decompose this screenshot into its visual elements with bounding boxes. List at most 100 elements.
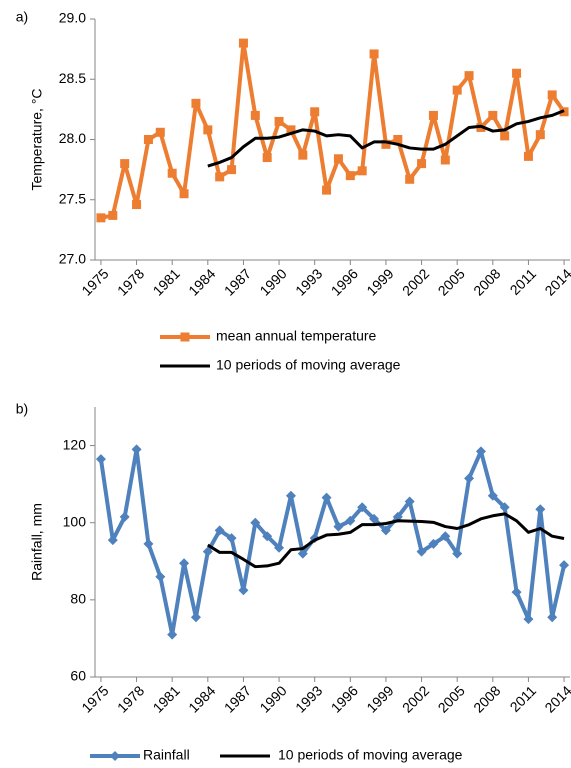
data-point xyxy=(167,168,177,178)
y-tick-label: 28.0 xyxy=(59,130,86,146)
series-line xyxy=(207,109,565,168)
x-tick-label: 1990 xyxy=(256,265,289,298)
data-point xyxy=(167,629,178,640)
x-tick-label: 1996 xyxy=(328,682,361,715)
data-point xyxy=(95,454,106,465)
x-tick-label: 2011 xyxy=(507,682,540,715)
data-point xyxy=(535,130,545,140)
data-point xyxy=(499,502,510,513)
x-tick-label: 1996 xyxy=(328,265,361,298)
data-point xyxy=(179,558,190,569)
data-point xyxy=(203,125,213,135)
y-tick-label: 27.0 xyxy=(59,251,86,267)
y-axis-label: Temperature, °C xyxy=(29,88,45,190)
data-point xyxy=(417,159,427,169)
data-point xyxy=(405,174,415,184)
data-point xyxy=(393,135,403,144)
x-tick-label: 2005 xyxy=(435,682,468,715)
legend-marker xyxy=(110,751,120,761)
data-point xyxy=(428,110,438,120)
data-point xyxy=(464,71,474,81)
data-point xyxy=(523,151,533,161)
data-point xyxy=(559,560,570,571)
data-point xyxy=(119,511,130,522)
data-point xyxy=(333,154,343,164)
data-point xyxy=(298,150,308,160)
data-point xyxy=(487,490,498,501)
data-point xyxy=(547,90,557,100)
x-tick-label: 1978 xyxy=(114,265,147,298)
data-point xyxy=(132,200,142,210)
y-tick-label: 28.5 xyxy=(59,70,86,86)
data-point xyxy=(452,85,462,95)
data-point xyxy=(452,548,463,559)
y-tick-label: 120 xyxy=(63,436,87,452)
x-tick-label: 2008 xyxy=(470,682,503,715)
x-tick-label: 1993 xyxy=(292,682,325,715)
data-point xyxy=(535,504,546,515)
data-point xyxy=(250,110,260,120)
x-tick-label: 1978 xyxy=(114,682,147,715)
data-point xyxy=(357,502,368,513)
data-point xyxy=(143,135,153,144)
x-tick-label: 2002 xyxy=(399,682,432,715)
x-tick-label: 1987 xyxy=(221,265,254,298)
legend-label: Rainfall xyxy=(143,747,190,763)
x-tick-label: 2014 xyxy=(541,265,571,298)
legend-marker xyxy=(180,332,190,342)
data-point xyxy=(369,513,380,524)
data-point xyxy=(369,49,379,59)
data-point xyxy=(286,125,296,135)
data-point xyxy=(191,98,201,108)
x-tick-label: 2005 xyxy=(435,265,468,298)
x-tick-label: 1981 xyxy=(150,682,183,715)
series-line xyxy=(100,41,566,220)
data-point xyxy=(155,571,166,582)
x-tick-label: 1984 xyxy=(185,265,218,298)
data-point xyxy=(190,612,201,623)
y-axis-label: Rainfall, mm xyxy=(29,503,45,581)
data-point xyxy=(238,38,248,48)
data-point xyxy=(120,159,130,169)
data-point xyxy=(428,538,439,549)
data-point xyxy=(357,166,367,176)
x-tick-label: 1999 xyxy=(363,265,396,298)
x-tick-label: 1975 xyxy=(78,682,111,715)
data-point xyxy=(511,587,522,598)
y-tick-label: 60 xyxy=(70,668,86,684)
x-tick-label: 1993 xyxy=(292,265,325,298)
data-point xyxy=(250,517,261,528)
data-point xyxy=(440,531,451,542)
data-point xyxy=(322,185,332,195)
series-line xyxy=(98,447,567,637)
data-point xyxy=(488,110,498,120)
data-point xyxy=(440,155,450,165)
data-point xyxy=(262,531,273,542)
data-point xyxy=(285,490,296,501)
panel-label: a) xyxy=(16,9,28,25)
data-point xyxy=(523,614,534,625)
data-point xyxy=(274,116,284,126)
data-point xyxy=(214,525,225,536)
data-point xyxy=(333,521,344,532)
data-point xyxy=(416,546,427,557)
data-point xyxy=(227,165,237,175)
data-point xyxy=(131,444,142,455)
x-tick-label: 1987 xyxy=(221,682,254,715)
data-point xyxy=(475,446,486,457)
data-point xyxy=(500,131,510,141)
data-point xyxy=(179,189,189,199)
legend-label: mean annual temperature xyxy=(216,328,377,344)
y-tick-label: 80 xyxy=(70,591,86,607)
data-point xyxy=(215,172,225,182)
data-point xyxy=(107,535,118,546)
x-tick-label: 2011 xyxy=(507,265,540,298)
data-point xyxy=(108,210,118,220)
data-point xyxy=(310,107,320,117)
y-tick-label: 100 xyxy=(63,513,87,529)
data-point xyxy=(262,153,272,163)
y-tick-label: 27.5 xyxy=(59,190,86,206)
series-line xyxy=(207,512,565,569)
